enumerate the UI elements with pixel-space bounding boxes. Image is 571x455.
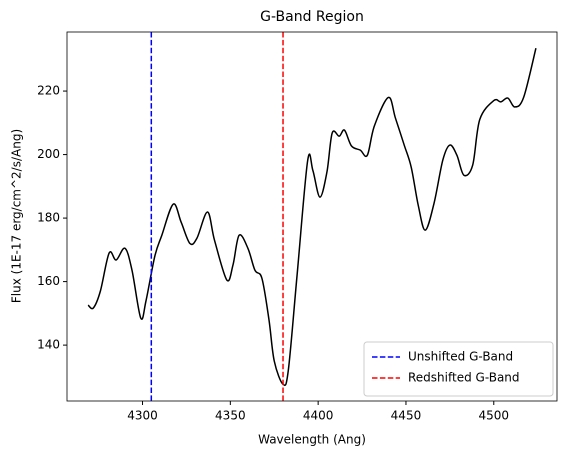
y-tick-label: 200 bbox=[37, 147, 60, 161]
chart-title: G-Band Region bbox=[260, 9, 364, 25]
plot-frame bbox=[66, 31, 558, 402]
y-axis-label: Flux (1E-17 erg/cm^2/s/Ang) bbox=[10, 129, 24, 303]
legend-label: Unshifted G-Band bbox=[408, 350, 513, 364]
x-tick-label: 4450 bbox=[391, 409, 422, 423]
line bbox=[87, 48, 537, 387]
y-tick-label: 220 bbox=[37, 84, 60, 98]
y-tick-label: 140 bbox=[37, 338, 60, 352]
x-axis-label: Wavelength (Ang) bbox=[258, 433, 366, 447]
x-tick-label: 4500 bbox=[479, 409, 510, 423]
y-tick-label: 160 bbox=[37, 274, 60, 288]
x-tick-label: 4300 bbox=[127, 409, 158, 423]
x-tick-label: 4400 bbox=[303, 409, 334, 423]
legend-label: Redshifted G-Band bbox=[408, 371, 520, 385]
x-tick-label: 4350 bbox=[215, 409, 246, 423]
y-tick-label: 180 bbox=[37, 211, 60, 225]
legend-box bbox=[363, 341, 554, 397]
legend: Unshifted G-Band Redshifted G-Band bbox=[363, 341, 554, 397]
